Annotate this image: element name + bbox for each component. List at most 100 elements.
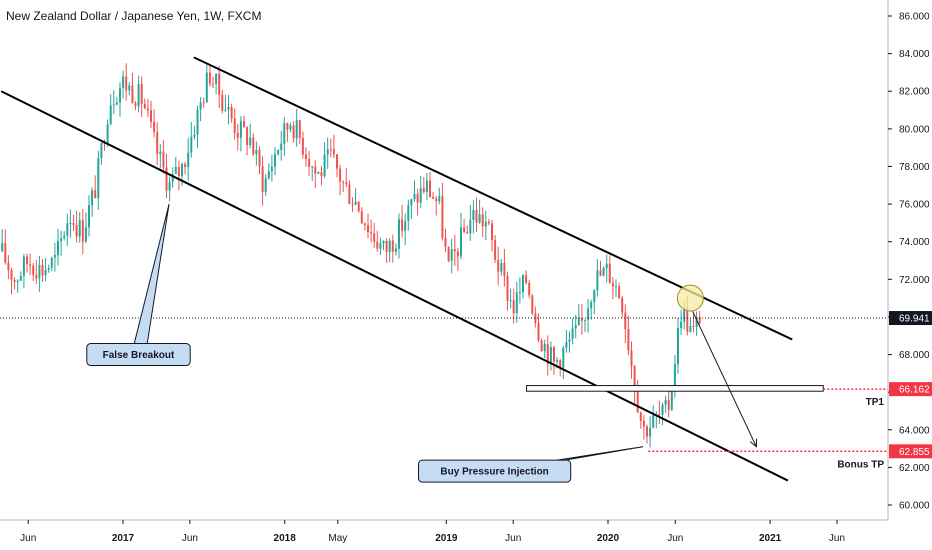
callout-2[interactable]: Buy Pressure Injection — [418, 446, 644, 483]
current-price-tag-text: 69.941 — [899, 314, 930, 325]
candle-body — [472, 210, 475, 220]
candle-body — [38, 265, 41, 279]
candle-body — [22, 256, 25, 276]
candle-body — [280, 143, 283, 150]
x-tick-label: Jun — [20, 533, 36, 544]
candle-body — [122, 76, 125, 88]
candle-body — [261, 166, 264, 192]
candle-body — [621, 297, 624, 313]
y-tick-label: 86.000 — [899, 12, 930, 23]
candle-body — [134, 103, 137, 107]
candle-body — [568, 339, 571, 342]
highlight-circle[interactable] — [676, 284, 704, 312]
level-name-2: Bonus TP — [837, 459, 884, 470]
candle-body — [441, 196, 444, 238]
candle-body — [580, 318, 583, 321]
candle-body — [323, 154, 326, 177]
candle-body — [466, 232, 469, 234]
candle-body — [633, 366, 636, 392]
candle-body — [432, 197, 435, 199]
x-tick-label: Jun — [505, 533, 521, 544]
candle-body — [286, 123, 289, 130]
candle-body — [4, 243, 7, 263]
candle-body — [584, 319, 586, 321]
candle-body — [518, 292, 521, 294]
candle-body — [419, 188, 422, 203]
candle-body — [125, 76, 128, 91]
chart-title: New Zealand Dollar / Japanese Yen, 1W, F… — [6, 9, 261, 23]
candle-body — [332, 149, 335, 155]
candle-body — [425, 180, 428, 192]
candle-body — [515, 292, 518, 314]
y-tick-label: 74.000 — [899, 237, 930, 248]
candle-body — [636, 391, 639, 413]
candle-body — [314, 166, 317, 174]
x-tick-label: May — [328, 533, 347, 544]
x-tick-label: Jun — [182, 533, 198, 544]
candle-body — [534, 313, 537, 324]
candle-body — [94, 190, 97, 198]
candle-body — [168, 181, 171, 191]
forecast-arrow-line[interactable] — [692, 311, 757, 447]
candle-body — [1, 243, 4, 252]
candle-body — [478, 214, 481, 223]
candle-body — [615, 286, 617, 288]
candle-body — [618, 286, 621, 298]
candle-body — [243, 121, 245, 128]
candle-body — [190, 136, 193, 153]
candle-body — [131, 85, 134, 104]
candle-body — [205, 72, 208, 103]
candle-body — [137, 83, 140, 107]
candle-body — [444, 237, 447, 247]
candle-body — [103, 143, 106, 145]
candle-body — [119, 87, 121, 103]
overlay-layer: TP1 Bonus TP False Breakout Buy Pressure In… — [0, 56, 888, 483]
candle-body — [453, 249, 456, 252]
price-axis[interactable]: 60.00062.00064.00066.00068.00070.00072.0… — [888, 12, 932, 512]
candle-body — [348, 184, 351, 204]
candle-body — [150, 110, 152, 122]
candle-body — [246, 127, 249, 146]
candle-body — [274, 154, 276, 167]
candle-body — [159, 151, 162, 155]
candle-body — [75, 224, 78, 237]
candle-body — [277, 150, 280, 155]
channel-lower-line[interactable] — [0, 90, 789, 482]
candle-body — [100, 143, 103, 159]
candle-body — [484, 221, 487, 227]
level-price-tag-1-text: 66.162 — [899, 385, 930, 396]
candle-body — [317, 172, 320, 174]
candle-body — [593, 290, 596, 303]
candle-body — [69, 223, 72, 224]
candle-body — [339, 168, 342, 182]
candle-body — [481, 214, 484, 227]
candle-body — [187, 152, 190, 168]
candle-body — [29, 264, 32, 266]
y-tick-label: 80.000 — [899, 124, 930, 135]
candle-body — [218, 73, 221, 96]
candle-body — [698, 317, 701, 323]
candle-body — [146, 108, 149, 111]
candle-body — [106, 124, 109, 145]
time-axis[interactable]: Jun 2017 Jun 2018 May 2019 Jun 2020 Jun 2021 Jun — [20, 520, 845, 544]
candle-body — [199, 102, 202, 110]
candle-body — [463, 227, 466, 233]
candle-body — [630, 350, 633, 367]
candle-body — [522, 275, 524, 293]
candle-body — [491, 223, 493, 241]
candle-body — [283, 123, 286, 144]
candle-body — [351, 203, 354, 205]
candle-body — [162, 151, 165, 168]
candle-body — [382, 241, 385, 244]
candle-body — [500, 263, 503, 272]
candle-body — [422, 188, 425, 192]
support-zone[interactable] — [526, 385, 824, 392]
candle-body — [32, 265, 35, 275]
candle-body — [326, 149, 329, 155]
candle-body — [91, 190, 94, 206]
candle-body — [44, 270, 47, 276]
callout-1[interactable]: False Breakout — [86, 203, 191, 367]
candle-body — [140, 83, 143, 104]
candle-body — [549, 347, 552, 364]
